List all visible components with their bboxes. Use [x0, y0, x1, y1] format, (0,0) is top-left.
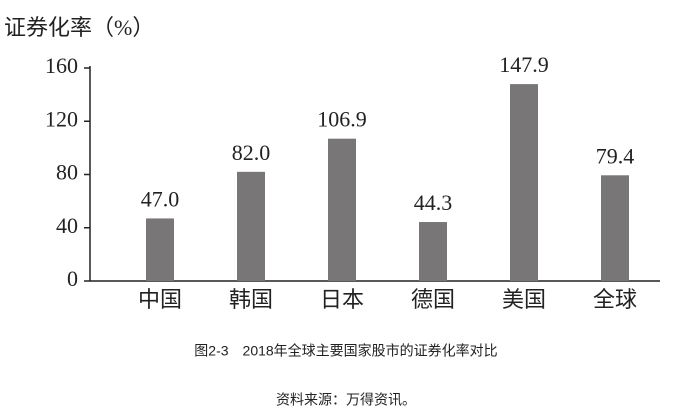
- x-tick-label: 德国: [411, 287, 455, 312]
- value-label: 106.9: [317, 107, 367, 132]
- caption: 图2-3 2018年全球主要国家股市的证券化率对比: [194, 343, 497, 359]
- value-label: 44.3: [414, 190, 453, 215]
- value-label: 82.0: [232, 140, 271, 165]
- value-label: 147.9: [499, 52, 549, 77]
- bar: [510, 84, 538, 281]
- y-axis-title: 证券化率（%）: [4, 15, 154, 40]
- x-tick-label: 中国: [138, 287, 182, 312]
- bar: [237, 171, 265, 281]
- y-tick-label: 120: [45, 106, 78, 131]
- value-label: 79.4: [596, 143, 635, 168]
- y-tick-label: 0: [67, 266, 78, 291]
- bar: [419, 222, 447, 281]
- x-tick-label: 美国: [502, 287, 546, 312]
- bar: [328, 138, 356, 281]
- y-tick-label: 160: [45, 53, 78, 78]
- y-tick-label: 80: [56, 160, 78, 185]
- y-tick-label: 40: [56, 213, 78, 238]
- source-note: 资料来源：万得资讯。: [276, 392, 416, 408]
- value-label: 47.0: [141, 186, 180, 211]
- bar: [146, 218, 174, 281]
- x-tick-label: 韩国: [229, 287, 273, 312]
- x-tick-label: 全球: [593, 287, 637, 312]
- bar: [601, 175, 629, 281]
- x-tick-label: 日本: [320, 287, 364, 312]
